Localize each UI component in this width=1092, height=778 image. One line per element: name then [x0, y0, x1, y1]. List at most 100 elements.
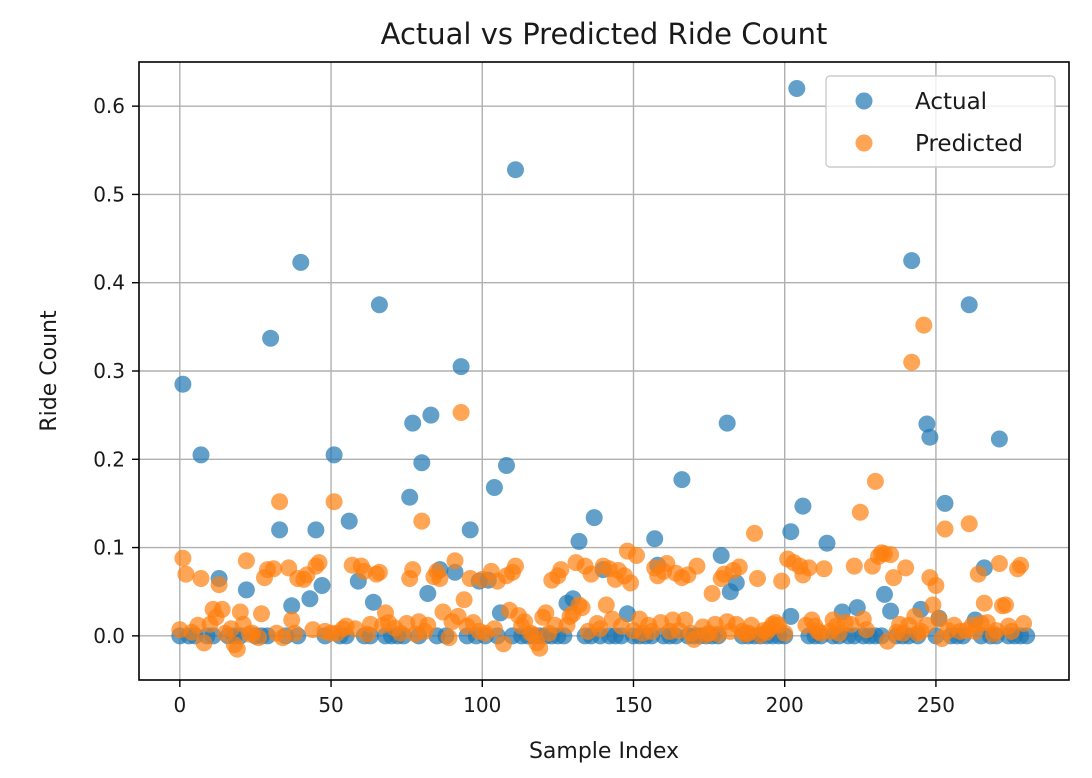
predicted-point — [537, 604, 555, 622]
x-tick-label: 50 — [318, 693, 343, 717]
actual-point — [507, 161, 524, 179]
actual-point — [401, 488, 419, 506]
predicted-point — [930, 610, 948, 628]
predicted-point — [461, 570, 479, 587]
predicted-point — [746, 524, 763, 542]
predicted-point — [1015, 615, 1033, 632]
actual-point — [413, 454, 431, 472]
actual-point — [876, 585, 893, 603]
actual-point — [921, 428, 939, 446]
x-tick-label: 250 — [917, 693, 955, 717]
predicted-point — [271, 493, 289, 511]
predicted-point — [975, 594, 993, 612]
predicted-point — [885, 569, 903, 587]
predicted-point — [283, 611, 301, 629]
actual-point — [936, 494, 954, 512]
actual-point — [788, 80, 806, 97]
predicted-point — [990, 555, 1008, 572]
predicted-point — [903, 353, 921, 371]
x-tick-label: 100 — [463, 693, 501, 717]
predicted-point — [960, 515, 978, 533]
predicted-point — [195, 634, 213, 652]
predicted-point — [310, 554, 328, 572]
actual-point — [960, 296, 978, 314]
predicted-point — [531, 639, 549, 657]
predicted-point — [228, 640, 246, 658]
predicted-point — [628, 547, 645, 564]
predicted-point — [174, 549, 192, 567]
predicted-point — [485, 620, 503, 638]
predicted-point — [800, 559, 818, 577]
legend-label-predicted: Predicted — [915, 131, 1023, 157]
actual-point — [237, 581, 255, 599]
predicted-point — [446, 552, 464, 570]
chart-title: Actual vs Predicted Ride Count — [381, 17, 828, 51]
predicted-point — [370, 563, 388, 581]
predicted-point — [688, 557, 706, 575]
actual-point — [301, 590, 319, 608]
actual-point — [283, 597, 301, 615]
predicted-point — [431, 570, 449, 587]
predicted-point — [573, 599, 591, 617]
legend-box — [825, 75, 1056, 168]
actual-point — [718, 414, 736, 432]
legend-marker-predicted — [855, 134, 873, 152]
legend: Actual Predicted — [825, 75, 1056, 168]
actual-point — [271, 521, 289, 539]
y-tick-label: 0.1 — [93, 536, 125, 560]
actual-point — [262, 329, 280, 347]
y-tick-label: 0.2 — [93, 447, 125, 471]
y-tick-label: 0.5 — [93, 182, 125, 206]
predicted-point — [440, 629, 458, 647]
predicted-point — [419, 616, 437, 634]
predicted-point — [1003, 622, 1020, 640]
y-axis-label: Ride Count — [37, 310, 62, 432]
predicted-point — [452, 404, 470, 421]
actual-point — [364, 593, 382, 611]
legend-marker-actual — [855, 92, 873, 110]
legend-label-actual: Actual — [915, 89, 987, 115]
predicted-point — [253, 605, 270, 623]
predicted-point — [361, 615, 379, 633]
predicted-point — [286, 624, 304, 642]
actual-point — [370, 296, 388, 314]
axis-ticks: 0 50 100 150 200 250 0.0 0.1 0.2 0.3 0.4 0.5 0.6 — [93, 94, 955, 717]
actual-point — [782, 523, 800, 541]
actual-point — [192, 446, 210, 464]
x-tick-label: 200 — [766, 693, 804, 717]
predicted-point — [866, 472, 884, 490]
predicted-point — [857, 621, 875, 639]
predicted-point — [776, 624, 794, 642]
actual-point — [990, 430, 1008, 448]
predicted-point — [237, 552, 255, 570]
predicted-point — [455, 591, 473, 609]
predicted-point — [213, 600, 231, 618]
predicted-point — [936, 520, 954, 538]
actual-point — [325, 446, 343, 464]
predicted-point — [582, 565, 600, 583]
predicted-point — [897, 559, 915, 577]
predicted-point — [924, 596, 942, 614]
predicted-point — [815, 560, 833, 578]
predicted-point — [773, 572, 791, 590]
predicted-point — [597, 596, 615, 614]
predicted-point — [189, 616, 207, 634]
predicted-point — [413, 512, 431, 530]
y-tick-label: 0.4 — [93, 271, 125, 295]
predicted-point — [494, 635, 512, 653]
actual-point — [673, 471, 691, 489]
actual-point — [422, 406, 440, 424]
actual-point — [782, 607, 800, 625]
actual-point — [903, 252, 921, 270]
actual-point — [313, 577, 331, 594]
predicted-point — [1012, 556, 1030, 574]
predicted-point — [997, 596, 1014, 614]
predicted-point — [622, 574, 639, 592]
x-tick-label: 150 — [614, 693, 652, 717]
predicted-point — [265, 560, 283, 578]
actual-point — [882, 602, 900, 620]
predicted-point — [404, 561, 422, 579]
actual-point — [646, 530, 664, 548]
y-tick-label: 0.6 — [93, 94, 125, 118]
